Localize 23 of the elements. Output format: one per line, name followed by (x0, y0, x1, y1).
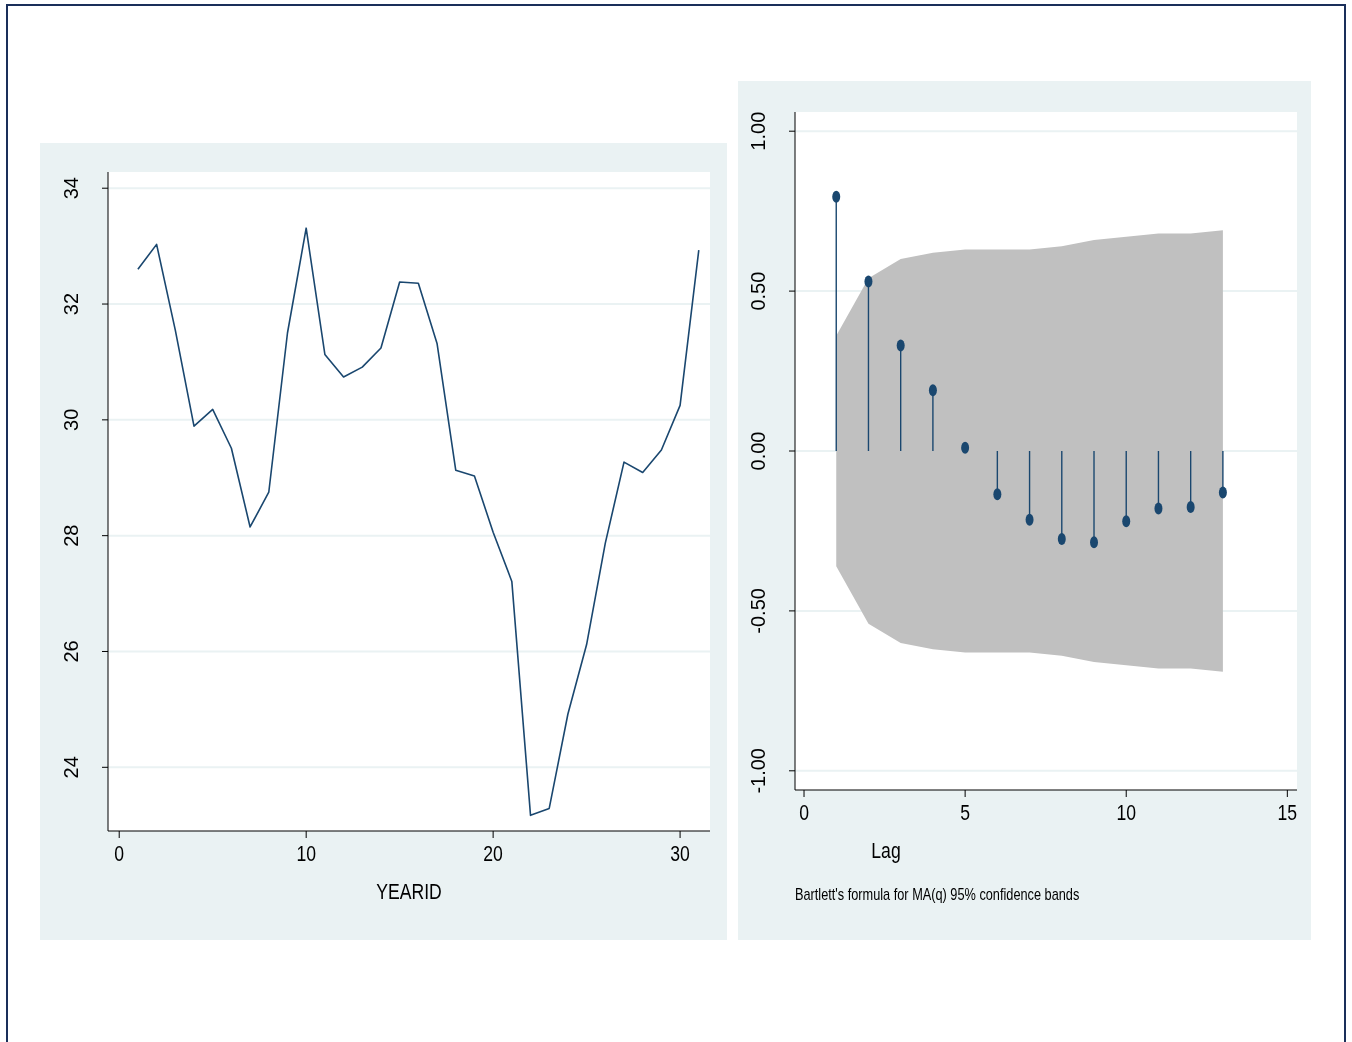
x-tick-label: 5 (960, 800, 971, 825)
y-tick-label: -1.00 (747, 748, 769, 794)
y-tick-label: 0.00 (747, 431, 769, 471)
y-tick-label: 1.00 (747, 111, 769, 151)
y-tick-label: 32 (60, 292, 82, 316)
line-series (137, 227, 700, 817)
x-tick-label: 30 (670, 841, 690, 866)
x-tick-label: 0 (799, 800, 809, 825)
x-tick-label: 10 (1116, 800, 1137, 825)
x-tick-label: 10 (296, 841, 316, 866)
x-tick-label: 15 (1277, 800, 1298, 825)
text: Bartlett's formula for MA(q) 95% confidence bands (795, 884, 1080, 904)
x-tick-label: 20 (483, 841, 503, 866)
y-tick-label: 0.50 (747, 271, 769, 311)
x-axis-title: YEARID (376, 879, 442, 904)
x-axis-title: Lag (871, 838, 901, 863)
y-tick-label: 30 (60, 408, 82, 431)
y-tick-label: 24 (60, 756, 82, 779)
y-tick-label: 26 (60, 640, 82, 663)
y-tick-label: -0.50 (747, 588, 769, 634)
y-tick-label: 28 (60, 524, 82, 547)
y-tick-label: 34 (60, 177, 82, 200)
x-tick-label: 0 (114, 841, 125, 866)
